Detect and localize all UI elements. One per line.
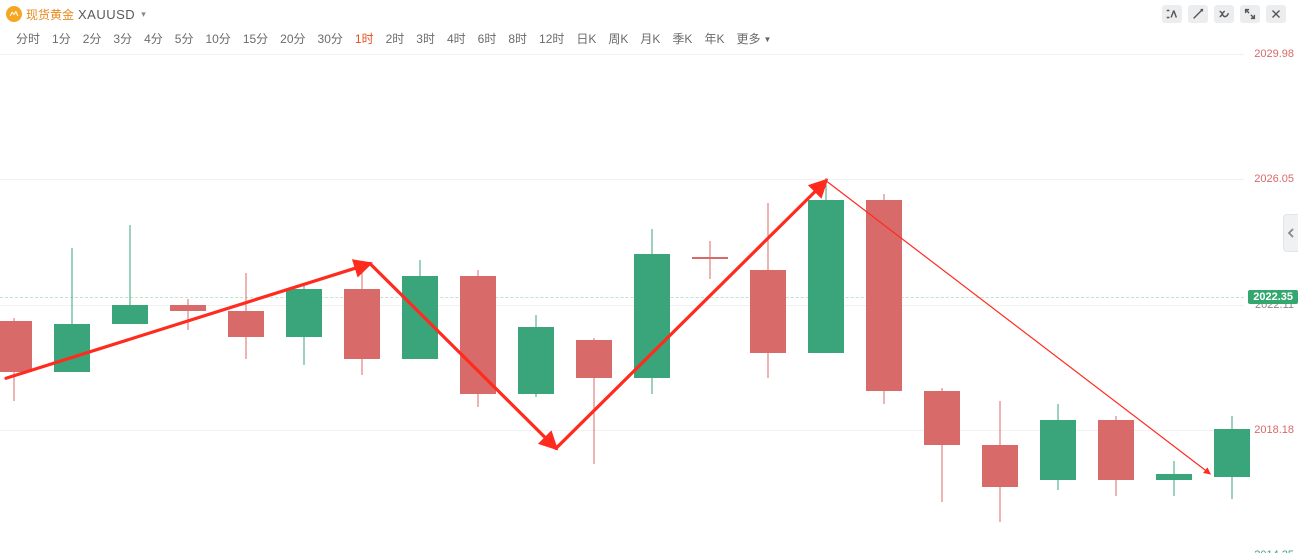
timeframe-1时[interactable]: 1时 <box>349 30 380 48</box>
candle[interactable] <box>866 54 902 553</box>
candle-body <box>1098 420 1134 481</box>
candle-body <box>576 340 612 378</box>
timeframe-6时[interactable]: 6时 <box>472 30 503 48</box>
candle[interactable] <box>576 54 612 553</box>
candle-body <box>228 311 264 336</box>
timeframe-4分[interactable]: 4分 <box>138 30 169 48</box>
timeframe-1分[interactable]: 1分 <box>46 30 77 48</box>
candle[interactable] <box>750 54 786 553</box>
timeframe-周K[interactable]: 周K <box>602 30 634 48</box>
candle-body <box>634 254 670 378</box>
instrument-name[interactable]: 现货黄金 <box>26 6 74 23</box>
timeframe-2时[interactable]: 2时 <box>380 30 411 48</box>
timeframe-4时[interactable]: 4时 <box>441 30 472 48</box>
timeframe-15分[interactable]: 15分 <box>237 30 274 48</box>
timeframe-5分[interactable]: 5分 <box>169 30 200 48</box>
candle[interactable] <box>634 54 670 553</box>
candle-body <box>0 321 32 372</box>
timeframe-2分[interactable]: 2分 <box>77 30 108 48</box>
candle[interactable] <box>808 54 844 553</box>
chevron-down-icon: ▼ <box>763 35 771 44</box>
price-axis: 2029.982026.052022.112018.182014.252022.… <box>1244 54 1298 553</box>
candle[interactable] <box>1214 54 1250 553</box>
close-button[interactable] <box>1266 5 1286 23</box>
collapse-axis-button[interactable] <box>1283 214 1298 252</box>
timeframe-bar: 分时1分2分3分4分5分10分15分20分30分1时2时3时4时6时8时12时日… <box>0 26 1298 54</box>
candle-body <box>808 200 844 353</box>
candle-body <box>1040 420 1076 481</box>
candle[interactable] <box>692 54 728 553</box>
last-price-tag: 2022.35 <box>1248 290 1298 304</box>
candle-body <box>460 276 496 394</box>
timeframe-3分[interactable]: 3分 <box>107 30 138 48</box>
instrument-badge-icon <box>6 6 22 22</box>
axis-tick: 2018.18 <box>1254 424 1294 436</box>
candle[interactable] <box>0 54 32 553</box>
compare-button[interactable] <box>1214 5 1234 23</box>
symbol-dropdown-icon[interactable]: ▾ <box>141 9 146 20</box>
timeframe-季K[interactable]: 季K <box>666 30 698 48</box>
instrument-symbol[interactable]: XAUUSD <box>78 7 135 22</box>
candle-body <box>866 200 902 391</box>
indicator-settings-button[interactable] <box>1162 5 1182 23</box>
candle-body <box>112 305 148 324</box>
timeframe-3时[interactable]: 3时 <box>410 30 441 48</box>
candle-wick <box>188 299 189 331</box>
candle-body <box>1214 429 1250 477</box>
timeframe-30分[interactable]: 30分 <box>312 30 349 48</box>
candle[interactable] <box>1156 54 1192 553</box>
candle-body <box>170 305 206 311</box>
candle-body <box>344 289 380 359</box>
drawing-tools-button[interactable] <box>1188 5 1208 23</box>
candle[interactable] <box>924 54 960 553</box>
candle[interactable] <box>402 54 438 553</box>
axis-tick: 2029.98 <box>1254 48 1294 60</box>
candle[interactable] <box>1040 54 1076 553</box>
candle[interactable] <box>460 54 496 553</box>
timeframe-more[interactable]: 更多 <box>730 30 766 48</box>
fullscreen-button[interactable] <box>1240 5 1260 23</box>
candle[interactable] <box>228 54 264 553</box>
timeframe-月K[interactable]: 月K <box>634 30 666 48</box>
candle[interactable] <box>112 54 148 553</box>
candle[interactable] <box>1098 54 1134 553</box>
timeframe-日K[interactable]: 日K <box>570 30 602 48</box>
axis-tick: 2014.25 <box>1254 549 1294 553</box>
candle[interactable] <box>286 54 322 553</box>
candle-wick <box>710 241 711 279</box>
candle-body <box>402 276 438 359</box>
header-bar: 现货黄金 XAUUSD ▾ <box>0 0 1298 26</box>
chart-tools-group-2 <box>1240 5 1286 23</box>
candle-body <box>982 445 1018 486</box>
candle-body <box>750 270 786 353</box>
candle[interactable] <box>170 54 206 553</box>
timeframe-8时[interactable]: 8时 <box>502 30 533 48</box>
candle[interactable] <box>982 54 1018 553</box>
candle[interactable] <box>518 54 554 553</box>
candle-body <box>518 327 554 394</box>
chart-canvas[interactable]: 2029.982026.052022.112018.182014.252022.… <box>0 54 1298 553</box>
timeframe-12时[interactable]: 12时 <box>533 30 570 48</box>
chart-tools-group-1 <box>1162 5 1234 23</box>
axis-tick: 2026.05 <box>1254 173 1294 185</box>
timeframe-年K[interactable]: 年K <box>698 30 730 48</box>
candle-body <box>692 257 728 259</box>
candle-body <box>924 391 960 445</box>
candle-body <box>54 324 90 372</box>
timeframe-分时[interactable]: 分时 <box>10 30 46 48</box>
timeframe-20分[interactable]: 20分 <box>274 30 311 48</box>
timeframe-10分[interactable]: 10分 <box>199 30 236 48</box>
candle[interactable] <box>344 54 380 553</box>
candle[interactable] <box>54 54 90 553</box>
candle-body <box>1156 474 1192 480</box>
candle-body <box>286 289 322 337</box>
